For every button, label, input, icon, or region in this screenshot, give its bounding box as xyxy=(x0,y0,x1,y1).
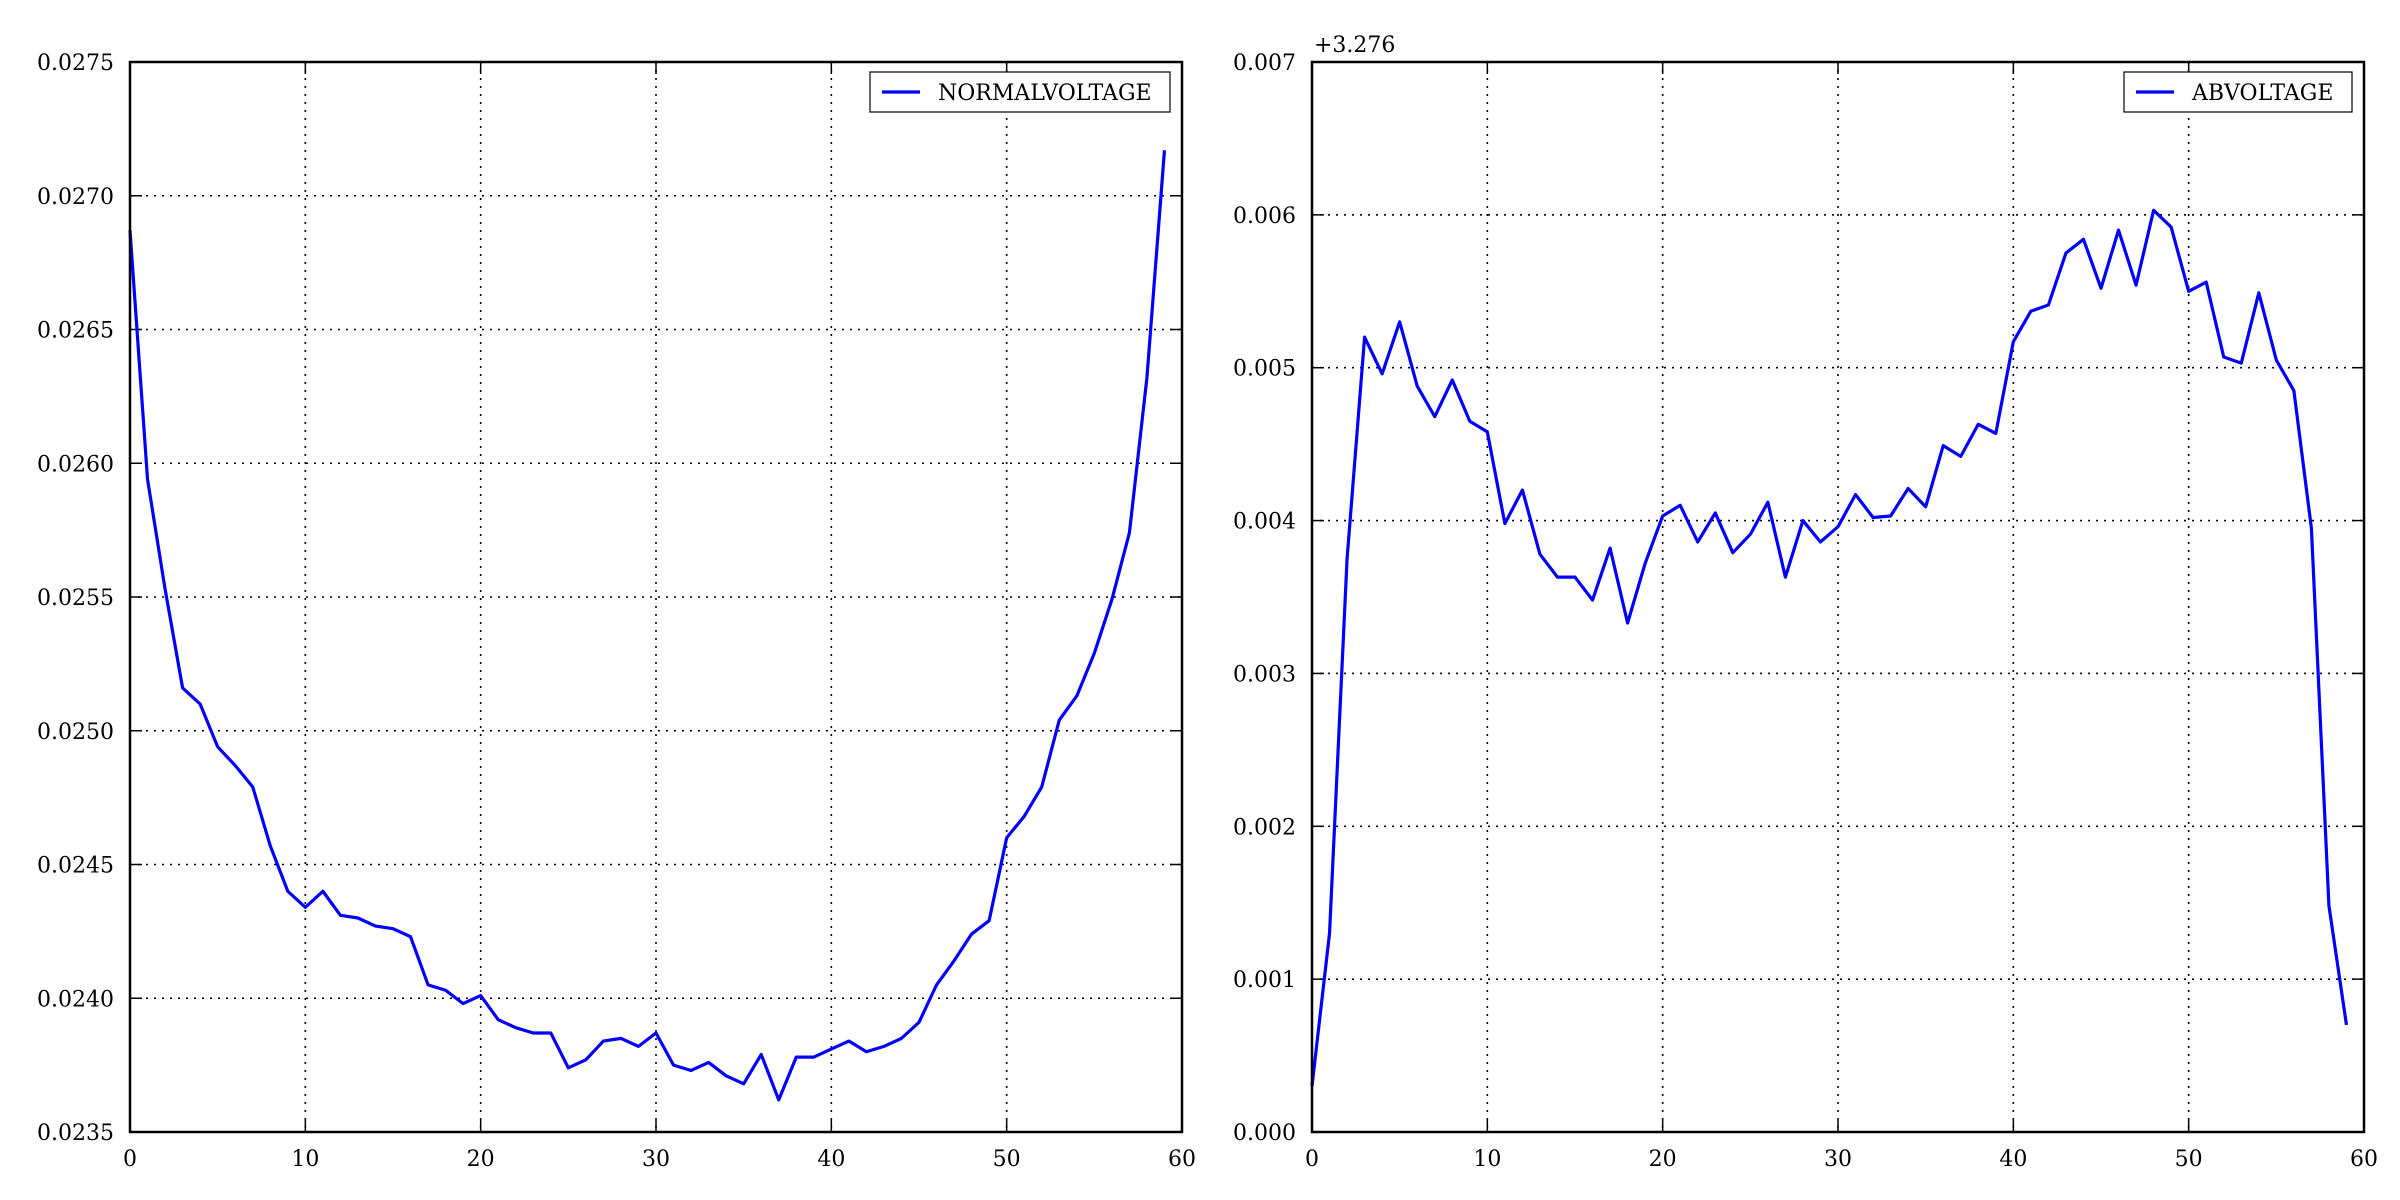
y-tick-label: 0.002 xyxy=(1233,815,1296,840)
y-tick-label: 0.0240 xyxy=(37,987,114,1012)
y-tick-label: 0.004 xyxy=(1233,510,1296,535)
y-tick-label: 0.0235 xyxy=(37,1121,114,1146)
x-tick-label: 30 xyxy=(1824,1147,1852,1172)
y-tick-label: 0.0250 xyxy=(37,720,114,745)
x-tick-label: 20 xyxy=(1649,1147,1677,1172)
x-tick-label: 0 xyxy=(123,1147,137,1172)
legend-label: ABVOLTAGE xyxy=(2191,81,2333,106)
x-tick-label: 20 xyxy=(467,1147,495,1172)
y-tick-label: 0.0245 xyxy=(37,854,114,879)
legend: NORMALVOLTAGE xyxy=(869,71,1171,113)
x-tick-label: 50 xyxy=(2175,1147,2203,1172)
x-tick-label: 10 xyxy=(291,1147,319,1172)
y-tick-label: 0.0275 xyxy=(37,51,114,76)
y-tick-label: 0.003 xyxy=(1233,662,1296,687)
y-tick-label: 0.007 xyxy=(1233,51,1296,76)
x-tick-label: 60 xyxy=(1168,1147,1196,1172)
x-tick-label: 40 xyxy=(1999,1147,2027,1172)
legend-label: NORMALVOLTAGE xyxy=(938,81,1152,106)
y-tick-label: 0.005 xyxy=(1233,357,1296,382)
y-offset-label: +3.276 xyxy=(1314,33,1395,58)
axes-frame xyxy=(128,60,1184,1134)
x-tick-label: 10 xyxy=(1473,1147,1501,1172)
y-tick-label: 0.0255 xyxy=(37,586,114,611)
x-tick-label: 0 xyxy=(1305,1147,1319,1172)
chart-panel-normalvoltage: 0 10 20 30 40 50 60 0.0235 0.0240 0.0245 0.0250 0.0… xyxy=(37,51,1196,1172)
x-tick-label: 60 xyxy=(2350,1147,2378,1172)
y-tick-label: 0.0265 xyxy=(37,319,114,344)
legend: ABVOLTAGE xyxy=(2123,71,2353,113)
y-tick-label: 0.0260 xyxy=(37,452,114,477)
series-line xyxy=(128,150,1167,1102)
x-tick-label: 50 xyxy=(993,1147,1021,1172)
x-tick-label: 30 xyxy=(642,1147,670,1172)
y-tick-label: 0.000 xyxy=(1233,1121,1296,1146)
y-tick-label: 0.006 xyxy=(1233,204,1296,229)
y-tick-label: 0.0270 xyxy=(37,185,114,210)
axes-frame xyxy=(1310,60,2366,1134)
series-line xyxy=(1310,208,2349,1087)
chart-panel-abvoltage: 0 10 20 30 40 50 60 0.000 0.001 0.002 0.003 0.004 0.… xyxy=(1233,33,2378,1172)
y-tick-label: 0.001 xyxy=(1233,968,1296,993)
x-tick-label: 40 xyxy=(817,1147,845,1172)
